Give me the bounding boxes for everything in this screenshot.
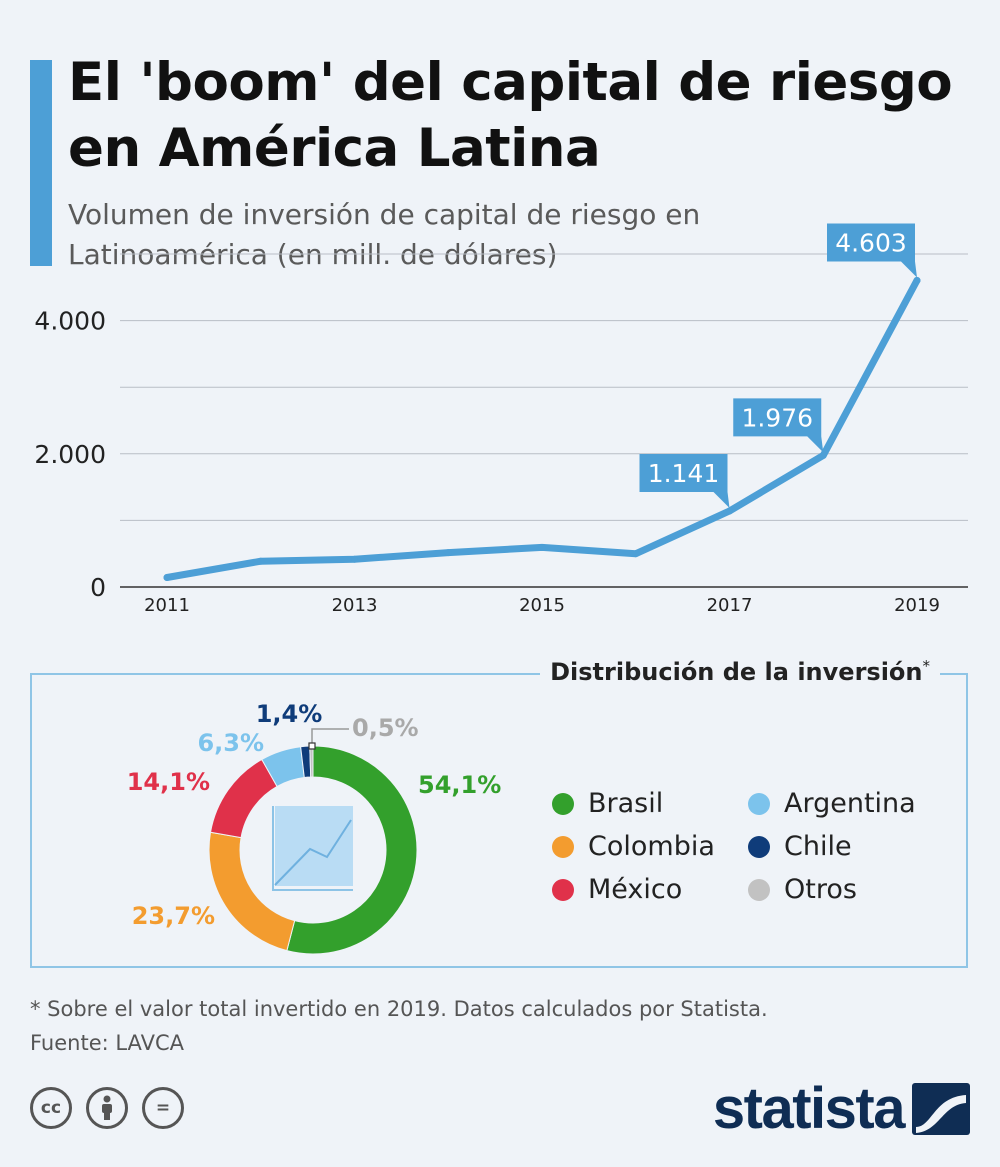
legend-item-argentina: Argentina <box>748 788 916 819</box>
slice-label: 14,1% <box>127 768 210 796</box>
legend-label: Otros <box>784 874 857 905</box>
data-label: 1.141 <box>639 454 730 509</box>
x-tick-label: 2011 <box>144 595 190 616</box>
data-point <box>726 507 733 515</box>
slice-label: 23,7% <box>132 902 215 930</box>
data-label-text: 4.603 <box>835 228 907 257</box>
data-point <box>538 543 546 551</box>
slice-label: 0,5% <box>352 714 419 742</box>
legend-item-colombia: Colombia <box>552 831 715 862</box>
donut-chart: 54,1% 23,7% 14,1% 6,3%1,4% 0,5% <box>127 700 501 955</box>
data-point <box>632 550 640 558</box>
decoration-line <box>274 819 352 886</box>
legend-item-chile: Chile <box>748 831 852 862</box>
legend-label: Chile <box>784 831 852 862</box>
data-point <box>163 573 171 581</box>
legend-dot <box>748 878 770 901</box>
legend-label: México <box>588 874 683 905</box>
x-tick-label: 2015 <box>519 595 565 616</box>
y-tick-label: 2.000 <box>34 440 106 469</box>
legend-label: Argentina <box>784 788 916 819</box>
data-label-box <box>827 223 917 278</box>
slice-leader-marker <box>308 742 316 750</box>
no-derivatives-icon[interactable]: = <box>142 1087 184 1129</box>
data-label-text: 1.141 <box>648 459 720 488</box>
footnote: * Sobre el valor total invertido en 2019… <box>30 997 768 1021</box>
legend-dot <box>748 835 770 858</box>
slice-label: 1,4% <box>256 700 323 728</box>
data-label: 4.603 <box>827 223 917 278</box>
legend-label: Colombia <box>588 831 715 862</box>
footnote-block: * Sobre el valor total invertido en 2019… <box>30 992 768 1060</box>
data-point <box>444 549 452 557</box>
distribution-box <box>30 673 968 968</box>
legend-dot <box>552 835 574 858</box>
legend-dot <box>748 792 770 815</box>
chart-decoration-icon <box>272 806 353 891</box>
data-point <box>819 451 827 459</box>
donut-slice <box>309 745 314 778</box>
legend-label: Brasil <box>588 788 664 819</box>
y-tick-label: 4.000 <box>34 307 106 336</box>
title-accent-bar <box>30 60 52 266</box>
data-point <box>351 555 358 563</box>
brand-wordmark: statista <box>712 1076 906 1141</box>
data-label-text: 1.976 <box>741 403 813 432</box>
data-point <box>257 557 265 565</box>
data-point <box>913 276 921 284</box>
legend-dot <box>552 792 574 815</box>
attribution-icon[interactable] <box>86 1087 128 1129</box>
donut-slice <box>209 758 278 839</box>
statista-logo-icon <box>912 1083 970 1135</box>
data-label-box <box>639 454 730 509</box>
cc-icon[interactable]: cc <box>30 1087 72 1129</box>
data-label-box <box>733 398 824 453</box>
statista-brand[interactable]: statista <box>713 1078 970 1140</box>
person-icon <box>102 1095 112 1120</box>
legend-item-brasil: Brasil <box>552 788 663 819</box>
x-tick-label: 2017 <box>707 595 753 616</box>
legend-item-otros: Otros <box>748 874 857 905</box>
slice-leader-line <box>311 728 349 746</box>
x-tick-label: 2019 <box>894 595 940 616</box>
slice-label: 6,3% <box>197 729 264 757</box>
legend-item-mexico: México <box>552 874 682 905</box>
data-label: 1.976 <box>733 398 824 453</box>
source: Fuente: LAVCA <box>30 1031 184 1055</box>
donut-slice <box>286 745 418 955</box>
page-title: El 'boom' del capital de riesgo en Améri… <box>68 52 953 179</box>
license-icons: cc = <box>30 1087 184 1129</box>
x-tick-label: 2013 <box>332 595 378 616</box>
slice-label: 54,1% <box>418 771 501 799</box>
y-tick-label: 0 <box>90 573 106 602</box>
legend-dot <box>552 878 574 901</box>
line-chart: 0 2.000 4.000 2011 2013 2015 2017 2019 1.141 1.97… <box>34 223 968 616</box>
decoration-axes <box>272 806 353 891</box>
distribution-title: Distribución de la inversión* <box>540 657 940 686</box>
